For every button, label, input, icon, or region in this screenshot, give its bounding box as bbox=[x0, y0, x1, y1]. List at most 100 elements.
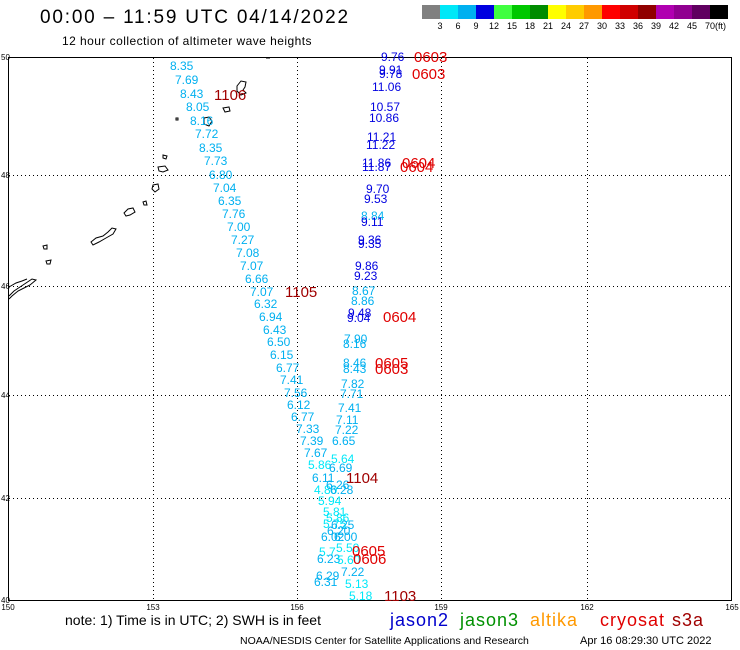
wave-height-label: 7.73 bbox=[204, 154, 228, 168]
wave-height-label: 5.86 bbox=[308, 458, 332, 472]
longitude-label: 165 bbox=[725, 603, 739, 612]
island-outline bbox=[123, 207, 136, 217]
wave-height-label: 5.86 bbox=[326, 511, 350, 525]
pass-time-label: 0606 bbox=[353, 551, 387, 568]
wave-height-label: 9.86 bbox=[355, 259, 379, 273]
pass-time-label: 0605 bbox=[375, 355, 409, 372]
pass-time-label: 0603 bbox=[414, 49, 448, 66]
color-scale-swatch bbox=[620, 5, 638, 19]
longitude-label: 153 bbox=[146, 603, 160, 612]
wave-height-label: 9.91 bbox=[379, 63, 403, 77]
legend-satellite-name: jason3 bbox=[460, 610, 520, 630]
color-scale-label: 18 bbox=[524, 21, 536, 31]
wave-height-label: 5.50 bbox=[336, 541, 360, 555]
wave-height-label: 10.86 bbox=[369, 111, 400, 125]
wave-height-label: 6.77 bbox=[291, 410, 315, 424]
latitude-label: 48 bbox=[1, 171, 10, 180]
wave-height-label: 5.94 bbox=[318, 494, 342, 508]
plot-frame bbox=[8, 57, 732, 601]
wave-height-label: 9.36 bbox=[358, 233, 382, 247]
wave-height-label: 7.90 bbox=[344, 332, 368, 346]
wave-height-label: 6.26 bbox=[326, 478, 350, 492]
wave-height-label: 6.77 bbox=[276, 361, 300, 375]
wave-height-label: 11.22 bbox=[366, 138, 396, 152]
wave-height-label: 6.66 bbox=[245, 272, 269, 286]
latitude-label: 42 bbox=[1, 494, 10, 503]
credit-line: NOAA/NESDIS Center for Satellite Applica… bbox=[240, 635, 529, 647]
wave-height-label: 6.80 bbox=[209, 168, 233, 182]
wave-height-label: 7.71 bbox=[340, 387, 364, 401]
island-outline bbox=[162, 154, 168, 160]
wave-height-label: 11.06 bbox=[372, 80, 402, 94]
wave-height-label: 8.35 bbox=[170, 59, 194, 73]
pass-time-label: 0604 bbox=[402, 155, 436, 172]
wave-height-label: 7.82 bbox=[341, 377, 365, 391]
latitude-label: 40 bbox=[1, 596, 10, 605]
longitude-label: 150 bbox=[1, 603, 15, 612]
wave-height-label: 7.04 bbox=[213, 181, 237, 195]
latitude-label: 50 bbox=[1, 53, 10, 62]
wave-height-label: 6.31 bbox=[314, 575, 338, 589]
color-scale-swatch bbox=[584, 5, 602, 19]
graticule bbox=[9, 58, 731, 600]
wave-height-label: 5.64 bbox=[331, 452, 355, 466]
pass-time-label: 0605 bbox=[352, 543, 386, 560]
color-scale-label: 42 bbox=[668, 21, 680, 31]
longitude-label: 162 bbox=[580, 603, 594, 612]
wave-height-label: 6.32 bbox=[254, 297, 278, 311]
color-scale-swatch bbox=[494, 5, 512, 19]
island-outline bbox=[151, 183, 160, 193]
island-outline bbox=[157, 165, 169, 173]
color-scale-label: 27 bbox=[578, 21, 590, 31]
page-title: 00:00 – 11:59 UTC 04/14/2022 bbox=[40, 7, 350, 28]
wave-height-label: 7.08 bbox=[236, 246, 260, 260]
color-scale-label: 70 bbox=[704, 21, 716, 31]
wave-height-label: 11.86 bbox=[362, 156, 392, 170]
wave-height-label: 7.41 bbox=[338, 401, 362, 415]
color-scale-label: 24 bbox=[560, 21, 572, 31]
wave-height-label: 9.70 bbox=[366, 182, 390, 196]
wave-height-label: 7.41 bbox=[280, 373, 304, 387]
legend-satellite-name: jason2 bbox=[390, 610, 450, 630]
wave-height-label: 8.16 bbox=[190, 114, 214, 128]
coastline-outline bbox=[8, 278, 38, 300]
pass-time-label: 1105 bbox=[285, 284, 318, 301]
legend-satellite-name: altika bbox=[530, 610, 579, 630]
wave-height-label: 6.23 bbox=[317, 552, 341, 566]
wave-height-label: 6.02 bbox=[321, 530, 345, 544]
island-outline bbox=[42, 244, 48, 250]
color-scale-label: 3 bbox=[437, 21, 443, 31]
page-subtitle: 12 hour collection of altimeter wave hei… bbox=[62, 34, 312, 48]
coastlines bbox=[8, 57, 270, 300]
wave-height-label: 8.16 bbox=[343, 337, 367, 351]
generated-timestamp: Apr 16 08:29:30 UTC 2022 bbox=[580, 635, 712, 647]
color-scale-swatch bbox=[548, 5, 566, 19]
color-scale-swatch bbox=[566, 5, 584, 19]
color-scale-label: 21 bbox=[542, 21, 554, 31]
wave-height-label: 6.35 bbox=[218, 194, 242, 208]
wave-height-label: 5.7 bbox=[319, 545, 336, 559]
color-scale-swatch bbox=[638, 5, 656, 19]
wave-height-label: 8.46 bbox=[343, 356, 367, 370]
wave-height-label: 9.76 bbox=[381, 50, 405, 64]
wave-height-label: 9.48 bbox=[348, 306, 372, 320]
wave-height-label: 7.11 bbox=[336, 413, 359, 427]
color-scale-label: 33 bbox=[614, 21, 626, 31]
wave-height-label: 7.69 bbox=[175, 73, 199, 87]
wave-height-label: 8.43 bbox=[180, 87, 204, 101]
wave-height-label: 11.21 bbox=[367, 130, 397, 144]
color-scale-swatch bbox=[530, 5, 548, 19]
color-scale-swatch bbox=[674, 5, 692, 19]
wave-height-label: 7.00 bbox=[227, 220, 251, 234]
wave-height-label: 9.23 bbox=[354, 269, 378, 283]
color-scale-swatch bbox=[602, 5, 620, 19]
color-scale-unit: (ft) bbox=[715, 21, 726, 31]
pass-time-label: 1103 bbox=[384, 588, 417, 605]
pass-time-label: 1106 bbox=[214, 87, 247, 104]
wave-height-label: 7.07 bbox=[250, 285, 274, 299]
island-outline bbox=[142, 200, 148, 206]
color-scale-swatch bbox=[512, 5, 530, 19]
pass-time-label: 0603 bbox=[375, 361, 409, 378]
